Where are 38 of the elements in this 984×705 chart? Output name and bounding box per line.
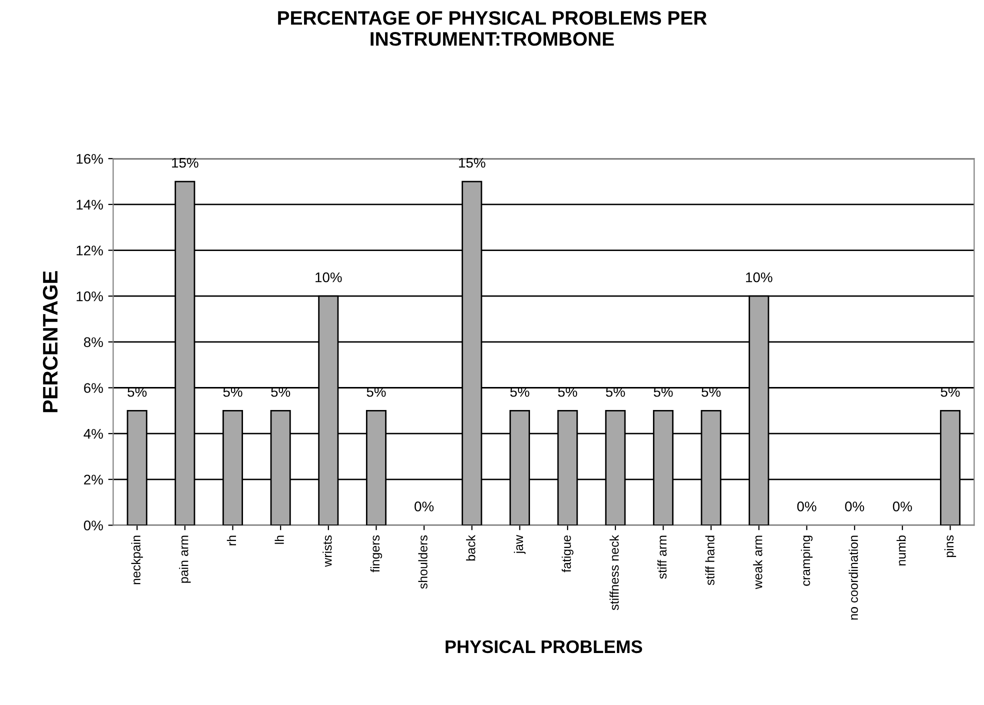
x-tick-label: stiffness neck (610, 534, 619, 610)
x-tick-label: stiff hand (705, 536, 714, 586)
y-tick-label: 6% (84, 383, 103, 393)
y-tick-label: 0% (84, 520, 103, 530)
chart-title: PERCENTAGE OF PHYSICAL PROBLEMS PER INSTRUMENT:TROMBONE (278, 11, 707, 46)
x-tick-label: pain arm (179, 536, 191, 583)
y-tick-label: 10% (76, 291, 103, 302)
data-label: 0% (845, 502, 864, 512)
data-label: 0% (797, 502, 816, 512)
y-tick-label: 4% (84, 428, 103, 439)
y-tick-label: 2% (84, 474, 103, 485)
x-tick-label: fingers (370, 535, 382, 572)
x-tick-label: shoulders (418, 535, 428, 589)
y-tick-label: 16% (76, 154, 103, 164)
data-label: 15% (459, 158, 486, 168)
x-tick-label: wrists (322, 535, 332, 567)
x-tick-label: fatigue (562, 536, 574, 572)
x-tick-label: lh (274, 536, 284, 544)
x-tick-label: stiff arm (657, 536, 667, 579)
x-tick-label: neckpain (131, 536, 143, 584)
x-tick-label: numb (896, 535, 906, 566)
y-tick-label: 12% (76, 246, 103, 256)
y-axis-title: PERCENTAGE (42, 271, 58, 412)
x-tick-label: weak arm (753, 536, 762, 590)
x-tick-label: jaw (514, 534, 526, 554)
data-label: 10% (746, 272, 772, 282)
data-label: 0% (414, 502, 434, 512)
data-label: 10% (316, 272, 342, 282)
x-tick-label: cramping (800, 536, 813, 586)
x-tick-label: rh (226, 536, 236, 546)
y-tick-label: 14% (76, 200, 103, 210)
x-tick-label: pins (944, 535, 956, 558)
y-tick-label: 8% (84, 337, 103, 348)
x-axis-title: PHYSICAL PROBLEMS (446, 640, 642, 654)
data-label: 0% (892, 502, 912, 512)
x-tick-label: back (466, 534, 476, 561)
x-tick-label: no coordination (848, 536, 858, 620)
data-label: 15% (172, 158, 198, 168)
